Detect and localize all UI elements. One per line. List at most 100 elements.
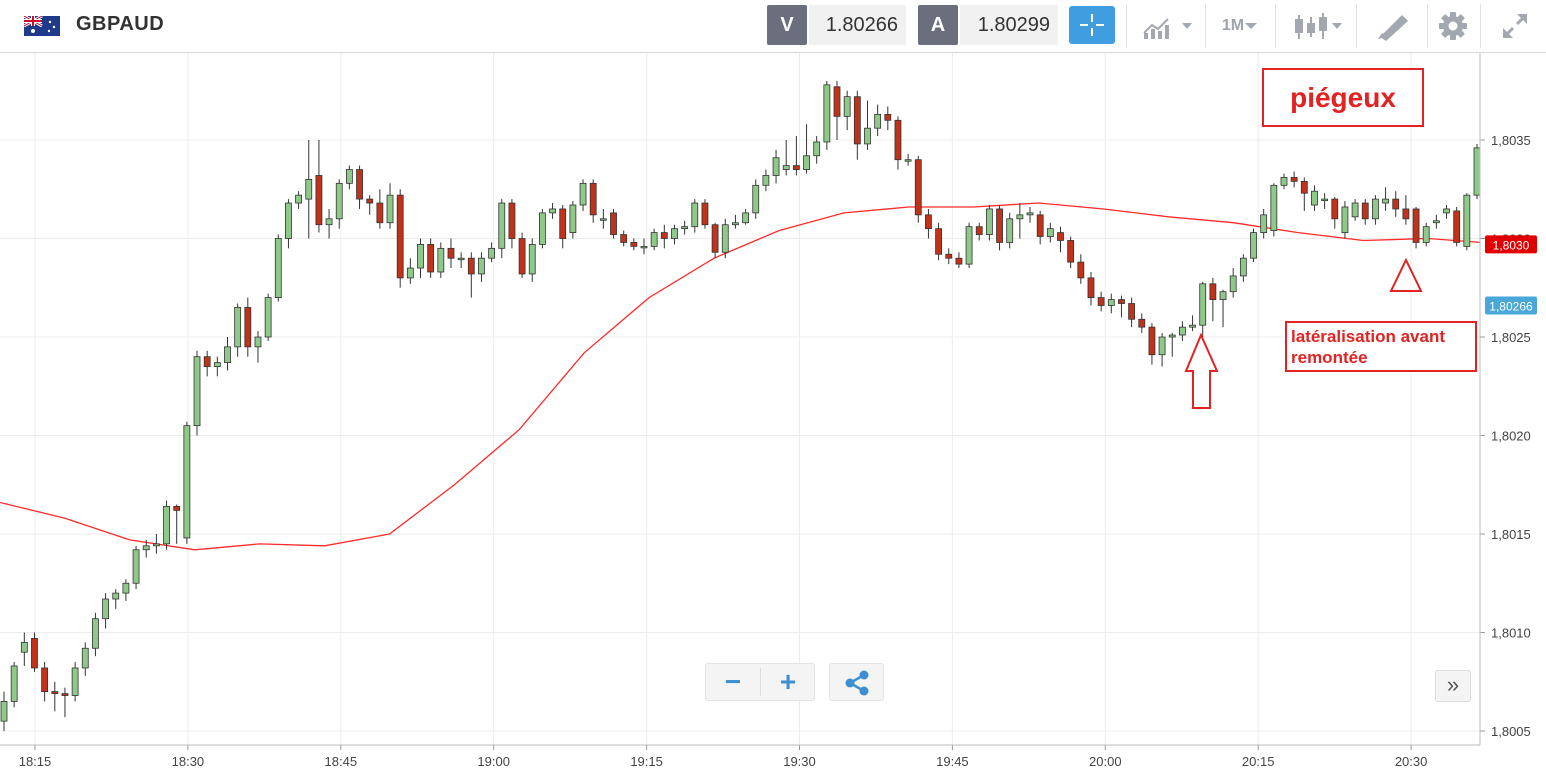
crosshair-button[interactable] — [1069, 6, 1115, 44]
candle — [203, 356, 211, 367]
chart-type-button[interactable] — [1135, 6, 1197, 46]
candle — [325, 218, 333, 226]
uk-australia-flag-icon — [24, 16, 60, 36]
candle — [732, 222, 739, 226]
candle — [864, 127, 871, 145]
candle — [51, 691, 59, 694]
candle — [640, 245, 648, 249]
candle — [1453, 210, 1461, 243]
candle — [518, 238, 526, 275]
candle — [376, 202, 384, 224]
y-tick-label: 1,8010 — [1491, 626, 1531, 641]
settings-button[interactable] — [1433, 6, 1473, 46]
candle — [427, 244, 435, 273]
candle — [742, 212, 749, 224]
x-tick-label: 18:15 — [19, 754, 52, 769]
candle — [467, 257, 475, 275]
candle — [71, 667, 79, 696]
candle — [457, 257, 465, 261]
sell-price[interactable]: 1.80266 — [809, 5, 906, 45]
candle — [843, 96, 851, 117]
price-label: 1,8030 — [1493, 238, 1530, 252]
candle — [1250, 232, 1257, 259]
candle — [589, 182, 597, 216]
candle — [386, 194, 394, 224]
candle — [681, 226, 689, 230]
candle — [213, 362, 221, 367]
candle — [762, 175, 770, 186]
candle — [1239, 257, 1247, 277]
candle — [92, 618, 99, 649]
candle — [81, 647, 89, 669]
candle — [31, 638, 38, 669]
candle — [1179, 326, 1186, 336]
candle — [41, 667, 49, 693]
candle — [1219, 291, 1227, 300]
candle — [1189, 324, 1196, 328]
candle — [0, 701, 8, 722]
candle — [132, 549, 140, 584]
candle — [1168, 334, 1176, 338]
candle — [579, 182, 587, 206]
candle — [1077, 261, 1085, 279]
triangle-annotation — [1389, 257, 1423, 292]
fullscreen-button[interactable] — [1490, 6, 1540, 46]
candle — [437, 247, 445, 273]
candle — [498, 202, 506, 249]
candle — [1311, 190, 1318, 206]
candle — [234, 307, 242, 348]
candle — [660, 232, 668, 239]
candle — [305, 179, 313, 200]
candle — [833, 86, 841, 117]
candle — [1321, 198, 1329, 202]
candle — [447, 247, 455, 259]
share-button[interactable] — [829, 663, 884, 701]
candle — [884, 113, 892, 121]
candle — [610, 212, 617, 235]
candle — [1118, 299, 1125, 304]
zoom-out-button[interactable]: − — [724, 666, 742, 697]
candle — [488, 247, 496, 259]
candle — [254, 336, 262, 348]
x-tick-label: 18:45 — [325, 754, 358, 769]
candle — [1148, 326, 1156, 356]
candle — [1331, 198, 1339, 220]
price-label-bg — [1485, 235, 1537, 254]
candle — [1229, 275, 1237, 293]
timeframe-button[interactable]: 1M — [1212, 6, 1268, 46]
candle — [224, 346, 231, 364]
candle — [1158, 336, 1166, 356]
scroll-right-button[interactable]: » — [1435, 670, 1471, 702]
drawing-tools-button[interactable] — [1364, 6, 1420, 46]
sell-label[interactable]: V — [767, 5, 807, 45]
candle — [701, 202, 709, 226]
arrow-up-annotation — [1184, 332, 1219, 409]
candle — [102, 598, 109, 620]
candle — [1443, 208, 1450, 214]
annotation-title: piégeux — [1262, 68, 1424, 127]
candle — [955, 257, 963, 265]
candle — [1270, 184, 1278, 232]
candle — [803, 155, 810, 170]
zoom-in-button[interactable]: + — [779, 666, 797, 697]
candle — [112, 592, 120, 600]
candle — [366, 198, 374, 204]
candle — [985, 208, 993, 235]
x-tick-label: 18:30 — [172, 754, 205, 769]
x-tick-label: 19:30 — [783, 754, 816, 769]
candle — [10, 665, 18, 702]
candle — [183, 425, 191, 539]
zoom-controls: − + — [705, 663, 815, 701]
symbol-name: GBPAUD — [76, 13, 165, 35]
candle — [620, 234, 628, 243]
candle — [1138, 318, 1146, 328]
candle — [122, 582, 130, 594]
candle — [1128, 303, 1136, 320]
candle — [975, 226, 983, 235]
buy-label[interactable]: A — [918, 5, 958, 45]
x-tick-label: 19:00 — [477, 754, 510, 769]
price-chart[interactable]: 1,8005 1,8010 1,8015 1,8020 1,8025 1,8030 1,80… — [0, 53, 1546, 782]
candles-button[interactable] — [1283, 6, 1347, 46]
buy-price[interactable]: 1.80299 — [960, 5, 1058, 45]
y-tick-label: 1,8005 — [1491, 724, 1531, 739]
